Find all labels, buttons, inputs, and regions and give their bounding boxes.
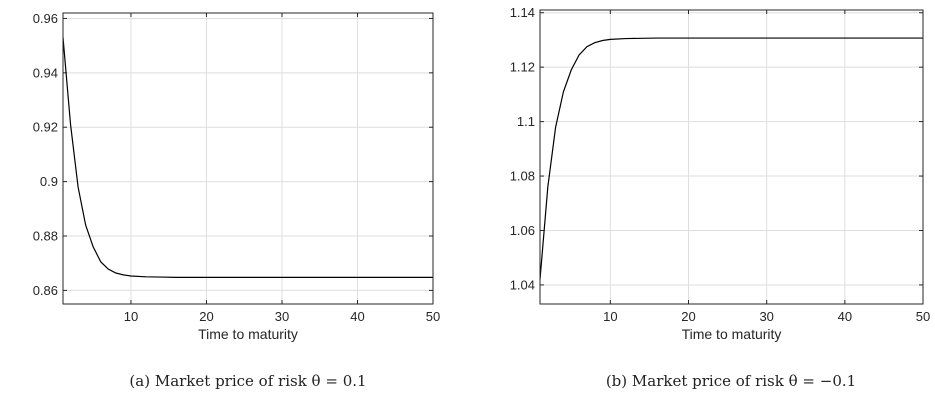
x-tick-label: 20 (199, 309, 213, 324)
chart-panel-a: 10 20 30 40 50 0.86 0.88 0.9 0.92 0.94 0.96 Time to… (33, 11, 441, 390)
y-tick-label: 0.9 (40, 174, 58, 189)
y-tick-label: 0.96 (33, 11, 58, 26)
panel-caption: (a) Market price of risk θ = 0.1 (129, 372, 366, 390)
y-tick-label: 0.94 (33, 65, 58, 80)
x-tick-label: 30 (759, 309, 773, 324)
x-axis-label: Time to maturity (198, 326, 298, 342)
y-tick-label: 0.86 (33, 283, 58, 298)
x-tick-label: 10 (603, 309, 617, 324)
y-tick-label: 1.14 (510, 5, 535, 20)
x-tick-label: 20 (681, 309, 695, 324)
plot-frame (62, 12, 434, 305)
x-tick-label: 40 (838, 309, 852, 324)
x-tick-label: 40 (350, 309, 364, 324)
y-tick-label: 1.04 (510, 277, 535, 292)
y-tick-label: 0.88 (33, 229, 58, 244)
chart-panel-b: 10 20 30 40 50 1.04 1.06 1.08 1.1 1.12 1.14 Time to… (510, 5, 931, 390)
x-tick-label: 10 (124, 309, 138, 324)
panel-caption: (b) Market price of risk θ = −0.1 (606, 372, 856, 390)
plot-frame (539, 9, 924, 305)
series-line (539, 37, 923, 280)
x-axis-label: Time to maturity (682, 326, 782, 342)
x-tick-label: 50 (426, 309, 440, 324)
y-tick-label: 1.1 (517, 114, 535, 129)
y-tick-label: 1.08 (510, 169, 535, 184)
series-line (62, 37, 433, 278)
x-tick-label: 50 (916, 309, 930, 324)
y-tick-label: 1.12 (510, 60, 535, 75)
y-tick-label: 1.06 (510, 223, 535, 238)
x-tick-label: 30 (275, 309, 289, 324)
y-tick-label: 0.92 (33, 120, 58, 135)
